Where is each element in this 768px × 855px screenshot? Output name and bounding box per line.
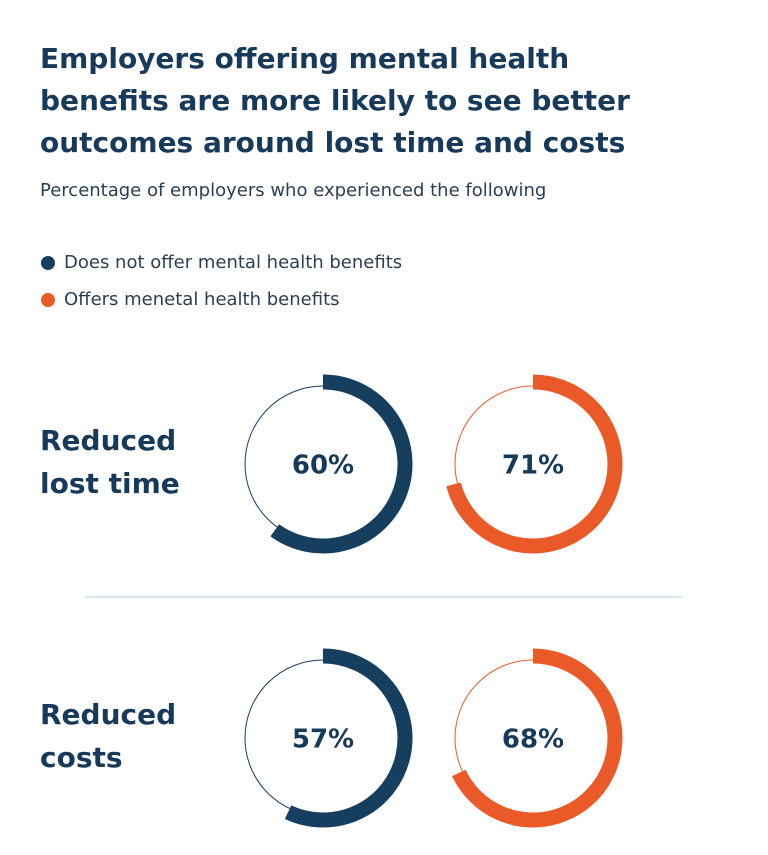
- value-label: 57%: [292, 725, 354, 755]
- legend-marker: [41, 256, 55, 270]
- donut-arc: [284, 648, 413, 828]
- donut-arc: [452, 648, 623, 828]
- value-label: 71%: [502, 451, 564, 481]
- chart-title: Employers offering mental health benefit…: [40, 42, 630, 159]
- value-label: 60%: [292, 451, 354, 481]
- legend-label: Does not offer mental health benefits: [64, 252, 402, 273]
- legend-label: Offers menetal health benefits: [64, 289, 340, 310]
- donut-arc: [446, 374, 623, 554]
- value-label: 68%: [502, 725, 564, 755]
- category-label: Reduced lost time: [40, 424, 180, 500]
- chart-subtitle: Percentage of employers who experienced …: [40, 180, 547, 201]
- donut-arc: [270, 374, 413, 554]
- category-label: Reduced costs: [40, 698, 176, 774]
- legend-marker: [41, 293, 55, 307]
